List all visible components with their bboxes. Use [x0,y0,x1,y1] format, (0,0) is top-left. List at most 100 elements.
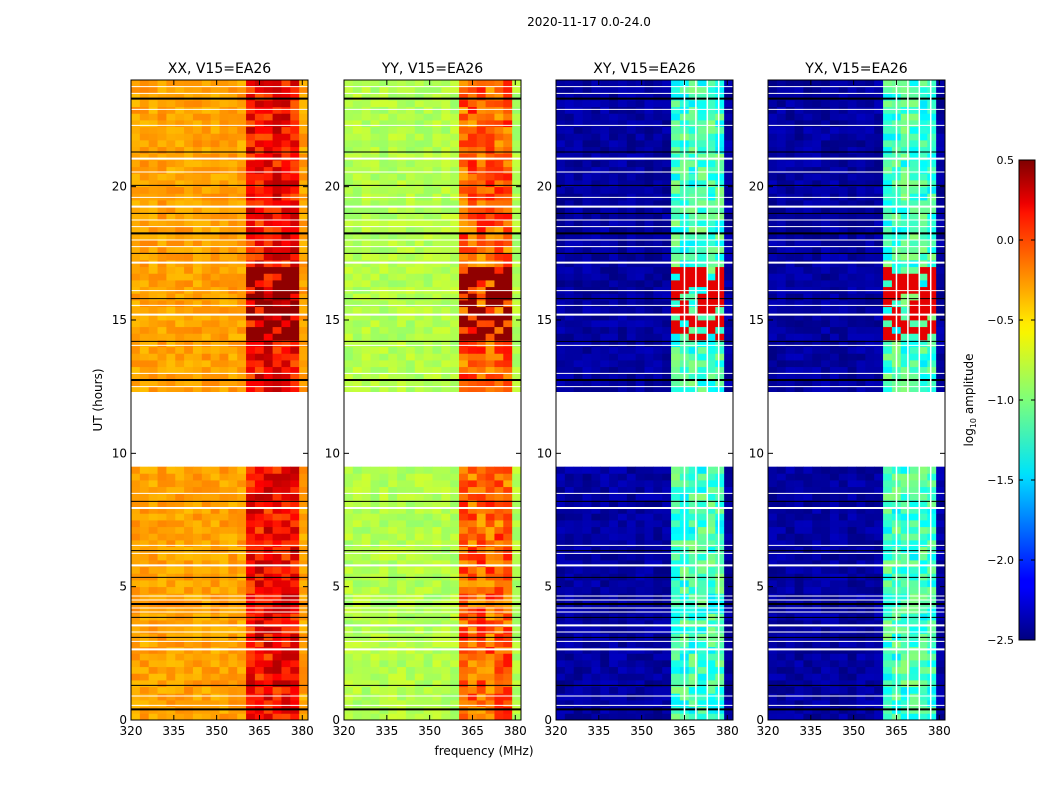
heatmap-cell [644,540,654,548]
heatmap-cell [485,86,495,94]
heatmap-cell [281,160,291,168]
heatmap-cell [157,166,167,174]
heatmap-cell [344,93,354,101]
heatmap-cell [609,480,619,488]
heatmap-cell [582,293,592,301]
heatmap-cell [715,713,725,721]
heatmap-cell [272,466,282,474]
heatmap-cell [706,273,716,281]
heatmap-cell [192,246,203,254]
heatmap-cell [263,140,273,148]
heatmap-cell [131,313,141,321]
heatmap-cell [715,593,725,601]
heatmap-cell [476,140,486,148]
heatmap-cell [370,506,380,514]
heatmap-cell [290,200,300,208]
heatmap-cell [450,680,460,688]
heatmap-cell [228,346,238,354]
heatmap-cell [157,320,167,328]
heatmap-cell [715,306,725,314]
heatmap-cell [512,293,522,301]
heatmap-cell [715,666,725,674]
heatmap-cell [467,340,478,348]
heatmap-cell [688,280,698,288]
heatmap-cell [591,266,601,274]
heatmap-cell [272,693,282,701]
heatmap-cell [184,300,194,308]
heatmap-cell [423,146,433,154]
heatmap-cell [697,240,707,248]
heatmap-cell [175,93,185,101]
heatmap-cell [397,360,407,368]
heatmap-cell [166,340,176,348]
heatmap-cell [423,373,433,381]
heatmap-cell [556,586,566,594]
heatmap-cell [688,486,698,494]
heatmap-cell [201,580,212,588]
heatmap-cell [476,513,486,521]
heatmap-cell [192,86,203,94]
heatmap-cell [131,673,141,681]
heatmap-cell [237,580,247,588]
heatmap-cell [644,300,654,308]
heatmap-cell [361,166,371,174]
heatmap-cell [175,660,185,668]
heatmap-cell [166,206,176,214]
heatmap-cell [246,340,256,348]
heatmap-cell [405,366,416,374]
heatmap-cell [485,373,495,381]
heatmap-cell [272,293,282,301]
heatmap-cell [166,713,176,721]
heatmap-cell [626,466,637,474]
heatmap-cell [166,320,176,328]
heatmap-cell [210,306,220,314]
heatmap-cell [503,326,513,334]
heatmap-cell [210,580,220,588]
heatmap-cell [166,146,176,154]
heatmap-cell [246,100,256,108]
heatmap-cell [485,486,495,494]
heatmap-cell [476,346,486,354]
heatmap-cell [600,680,610,688]
heatmap-cell [237,133,247,141]
heatmap-cell [432,686,442,694]
heatmap-cell [494,513,504,521]
heatmap-cell [405,560,416,568]
heatmap-cell [361,520,371,528]
heatmap-cell [210,186,220,194]
heatmap-cell [201,266,212,274]
heatmap-cell [184,166,194,174]
heatmap-cell [503,340,513,348]
heatmap-cell [591,306,601,314]
heatmap-cell [626,266,637,274]
heatmap-cell [414,300,425,308]
heatmap-cell [201,566,212,574]
heatmap-cell [290,673,300,681]
heatmap-cell [272,620,282,628]
heatmap-cell [414,533,425,541]
heatmap-cell [175,373,185,381]
heatmap-cell [379,166,389,174]
heatmap-cell [459,80,469,88]
heatmap-cell [414,266,425,274]
heatmap-cell [148,526,158,534]
heatmap-cell [405,300,416,308]
heatmap-cell [503,700,513,708]
heatmap-cell [290,100,300,108]
heatmap-cell [467,666,478,674]
heatmap-cell [379,320,389,328]
heatmap-cell [131,580,141,588]
heatmap-cell [414,106,425,114]
heatmap-cell [423,660,433,668]
heatmap-cell [361,146,371,154]
heatmap-cell [361,253,371,261]
heatmap-cell [414,280,425,288]
heatmap-cell [600,320,610,328]
x-tick-label: 335 [375,724,398,738]
heatmap-cell [697,653,707,661]
heatmap-cell [344,226,354,234]
heatmap-cell [644,560,654,568]
heatmap-cell [131,186,141,194]
heatmap-cell [503,560,513,568]
heatmap-cell [414,86,425,94]
